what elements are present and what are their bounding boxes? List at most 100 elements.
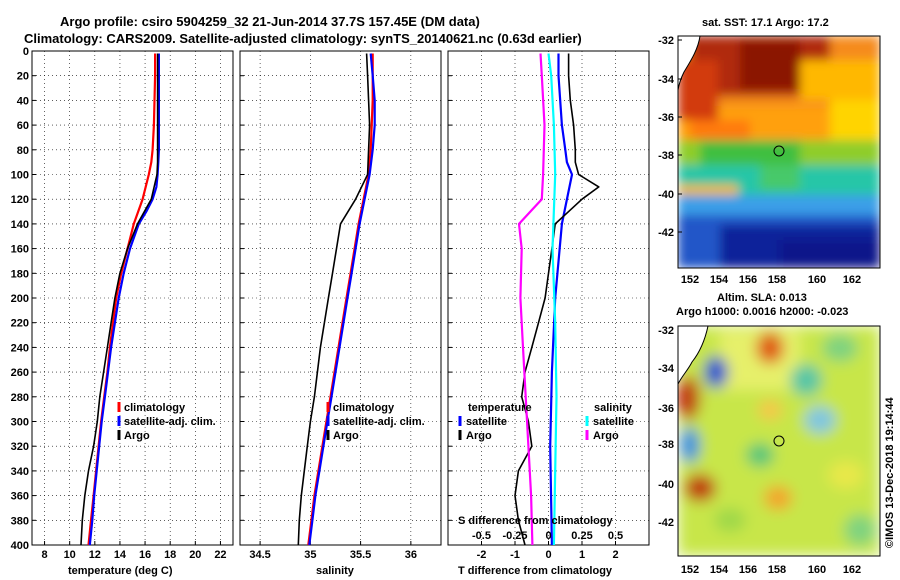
legend-satellite-adj: satellite-adj. clim. — [124, 416, 216, 428]
x-tick-label: -2 — [477, 549, 487, 561]
sst-map-frame — [677, 35, 881, 269]
sst-xtick-label: 158 — [768, 274, 786, 286]
sla-field — [678, 326, 880, 556]
sla-map-title: Altim. SLA: 0.013 — [717, 292, 807, 304]
temperature-panel: 8 10 12 14 16 18 20 220204060801001201401601802… — [11, 46, 234, 577]
sla-xtick-label: 156 — [739, 564, 757, 576]
salinity-legend: climatology satellite-adj. clim. Argo — [326, 402, 425, 442]
x-tick-label: 16 — [139, 549, 151, 561]
difference-xlabel: T difference from climatology — [458, 565, 613, 577]
sla-argo-location-marker — [773, 435, 785, 447]
y-tick-label: 400 — [11, 540, 29, 552]
series-line-satellite-adj-clim- — [88, 53, 160, 546]
legend-climatology: climatology — [333, 402, 395, 414]
x-tick-label: 22 — [214, 549, 226, 561]
sla-ytick-label: -34 — [658, 363, 675, 375]
sla-map-frame — [677, 325, 881, 557]
sst-ytick-label: -40 — [658, 189, 674, 201]
s-diff-tick-label: -0.25 — [502, 530, 527, 542]
figure-title-line1: Argo profile: csiro 5904259_32 21-Jun-20… — [60, 14, 480, 29]
legend-t-argo: Argo — [466, 430, 492, 442]
legend-climatology: climatology — [124, 402, 186, 414]
y-tick-label: 200 — [11, 293, 29, 305]
sst-xtick-label: 162 — [843, 274, 861, 286]
sla-ytick-label: -40 — [658, 479, 674, 491]
sst-ytick-label: -36 — [658, 112, 674, 124]
sla-map-subtitle: Argo h1000: 0.0016 h2000: -0.023 — [676, 306, 848, 318]
sla-xtick-label: 158 — [768, 564, 786, 576]
copyright-stamp: ©IMOS 13-Dec-2018 19:14:44 — [884, 397, 896, 548]
y-tick-label: 380 — [11, 515, 29, 527]
sla-map: Altim. SLA: 0.013 Argo h1000: 0.0016 h20… — [658, 292, 881, 576]
legend-argo: Argo — [333, 430, 359, 442]
sla-ytick-label: -42 — [658, 517, 674, 529]
x-tick-label: 8 — [42, 549, 48, 561]
x-tick-label: 0 — [545, 549, 551, 561]
x-tick-label: 20 — [189, 549, 201, 561]
salinity-series — [297, 53, 376, 546]
salinity-tick-labels: 34.5 35 35.5 36 — [249, 549, 417, 561]
figure-title-line2: Climatology: CARS2009. Satellite-adjuste… — [24, 31, 582, 46]
x-tick-label: 10 — [64, 549, 76, 561]
temperature-tick-labels: 8 10 12 14 16 18 20 220204060801001201401601802… — [11, 46, 227, 561]
sst-xtick-label: 156 — [739, 274, 757, 286]
series-line-s-argo — [517, 53, 546, 546]
legend-s-satellite: satellite — [593, 416, 634, 428]
legend-temperature-title: temperature — [468, 402, 532, 414]
sla-xtick-label: 162 — [843, 564, 861, 576]
y-tick-label: 40 — [17, 95, 29, 107]
difference-panel: -2 -1 0 1 2 T difference from climatology S … — [447, 50, 650, 577]
sst-ytick-label: -32 — [658, 35, 674, 47]
legend-s-argo: Argo — [593, 430, 619, 442]
legend-salinity-title: salinity — [594, 402, 633, 414]
y-tick-label: 220 — [11, 318, 29, 330]
x-tick-label: 35.5 — [350, 549, 371, 561]
sst-ytick-label: -38 — [658, 150, 674, 162]
y-tick-label: 360 — [11, 491, 29, 503]
s-diff-tick-label: -0.5 — [472, 530, 491, 542]
sst-map-axes: -32 -34 -36 -38 -40 -42 152 154 156 158 … — [658, 35, 861, 286]
x-tick-label: 12 — [89, 549, 101, 561]
sst-argo-location-marker — [773, 145, 785, 157]
sla-ytick-label: -36 — [658, 403, 674, 415]
sla-ytick-label: -32 — [658, 325, 674, 337]
x-tick-label: 36 — [405, 549, 417, 561]
y-tick-label: 120 — [11, 194, 29, 206]
sla-xtick-label: 154 — [710, 564, 729, 576]
s-diff-tick-label: 0.25 — [571, 530, 592, 542]
sst-field — [678, 36, 880, 268]
temperature-xlabel: temperature (deg C) — [68, 565, 173, 577]
y-tick-label: 340 — [11, 466, 29, 478]
series-line-s-satellite — [547, 53, 558, 546]
series-line-satellite-adj-clim- — [308, 53, 376, 546]
y-tick-label: 180 — [11, 268, 29, 280]
temperature-series — [80, 53, 160, 546]
sst-ytick-label: -34 — [658, 74, 675, 86]
x-tick-label: 2 — [612, 549, 618, 561]
y-tick-label: 260 — [11, 367, 29, 379]
y-tick-label: 300 — [11, 417, 29, 429]
s-diff-tick-label: 0 — [545, 530, 551, 542]
temperature-legend: climatology satellite-adj. clim. Argo — [117, 402, 216, 442]
x-tick-label: 1 — [579, 549, 585, 561]
legend-argo: Argo — [124, 430, 150, 442]
y-tick-label: 240 — [11, 342, 29, 354]
sst-ytick-label: -42 — [658, 227, 674, 239]
series-line-argo — [297, 53, 371, 546]
sst-xtick-label: 152 — [681, 274, 699, 286]
series-line-t-satellite — [549, 53, 574, 546]
difference-tick-labels: -2 -1 0 1 2 — [477, 549, 619, 561]
x-tick-label: -1 — [510, 549, 520, 561]
y-tick-label: 160 — [11, 244, 29, 256]
x-tick-label: 18 — [164, 549, 176, 561]
difference-series — [514, 53, 600, 546]
x-tick-label: 14 — [114, 549, 127, 561]
sla-xtick-label: 160 — [808, 564, 826, 576]
salinity-diff-tick-labels: -0.5 -0.25 0 0.25 0.5 — [472, 530, 623, 542]
y-tick-label: 20 — [17, 71, 29, 83]
y-tick-label: 80 — [17, 145, 29, 157]
temperature-grid — [32, 50, 233, 546]
y-tick-label: 320 — [11, 441, 29, 453]
y-tick-label: 60 — [17, 120, 29, 132]
